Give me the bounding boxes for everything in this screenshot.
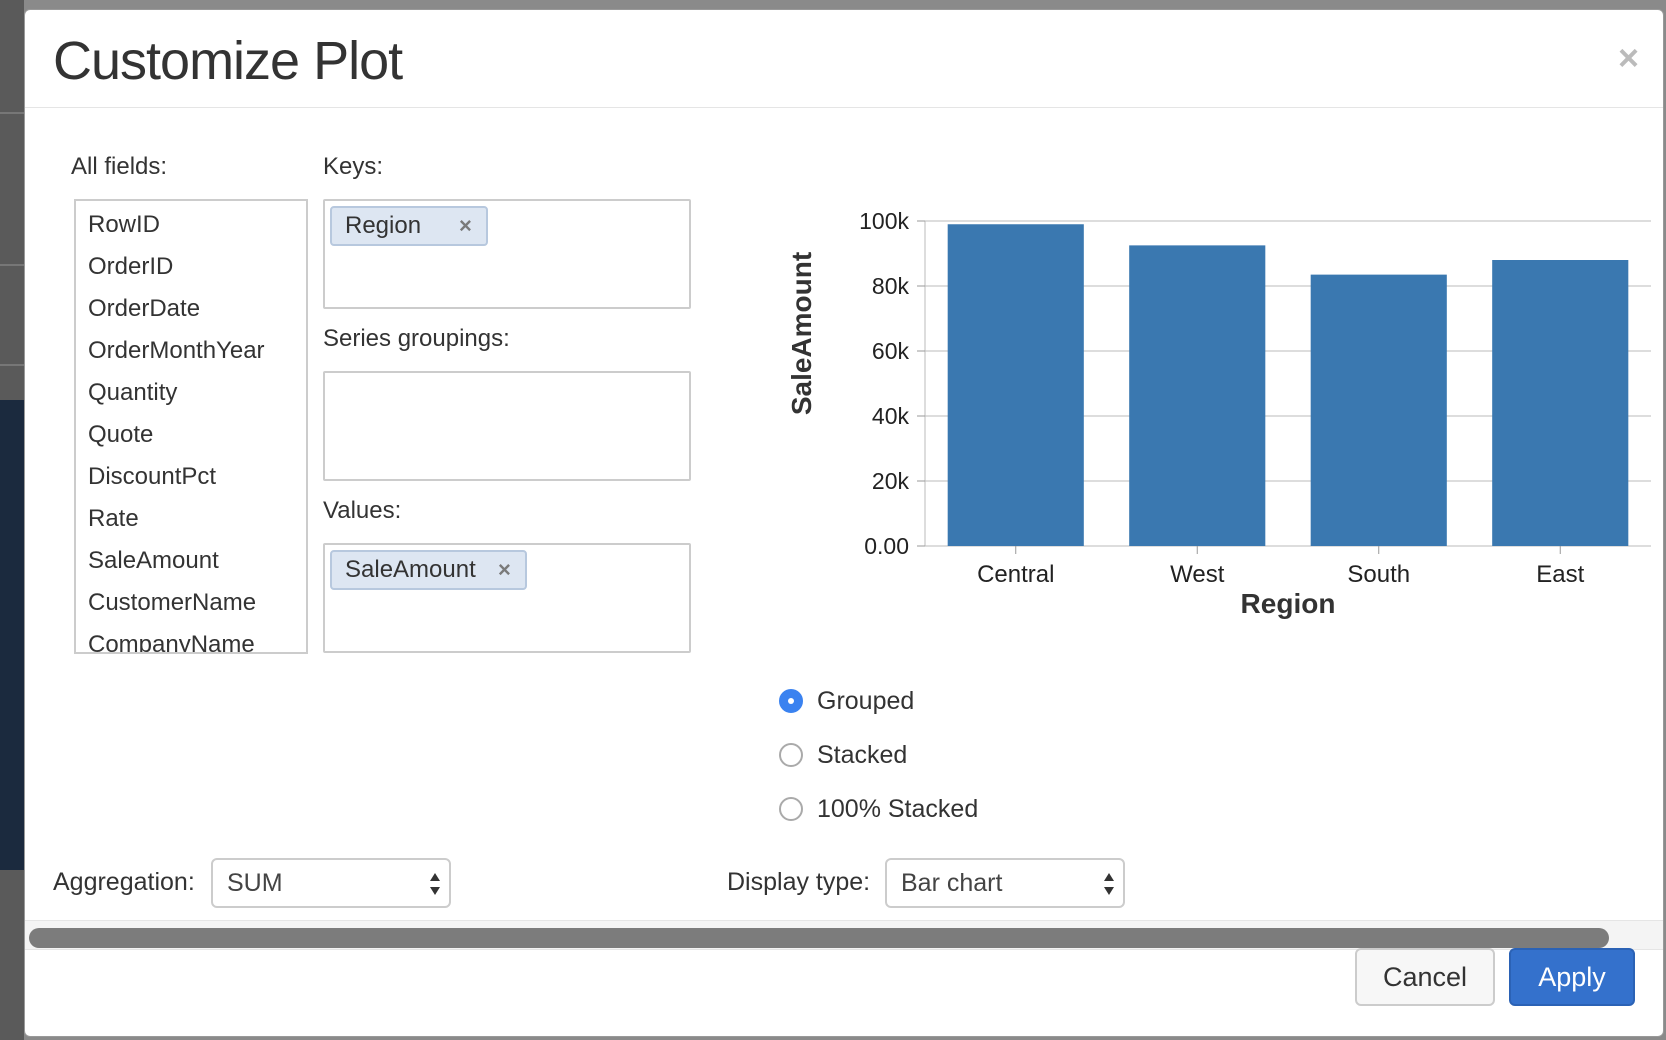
remove-chip-icon[interactable]: × <box>498 557 511 582</box>
radio-100-stacked[interactable]: 100% Stacked <box>779 791 978 827</box>
bar <box>1129 245 1266 546</box>
horizontal-scrollbar[interactable] <box>25 920 1663 950</box>
aggregation-value: SUM <box>227 869 283 897</box>
close-icon[interactable]: × <box>1617 37 1639 78</box>
radio-button[interactable] <box>779 689 803 713</box>
x-tick-label: South <box>1347 561 1410 588</box>
series-groupings-label: Series groupings: <box>323 325 510 352</box>
field-item[interactable]: CustomerName <box>88 589 257 616</box>
series-groupings-dropzone[interactable] <box>323 371 691 481</box>
field-item[interactable]: OrderMonthYear <box>88 337 265 364</box>
y-tick-label: 60k <box>872 338 910 364</box>
y-tick-label: 0.00 <box>864 533 909 559</box>
x-tick-label: West <box>1170 561 1225 588</box>
background-app <box>0 0 24 1040</box>
radio-label: Grouped <box>817 686 915 715</box>
values-dropzone[interactable]: SaleAmount × <box>323 543 691 653</box>
x-tick-label: East <box>1536 561 1584 588</box>
field-item[interactable]: RowID <box>88 211 161 238</box>
aggregation-select[interactable]: SUM <box>211 858 451 908</box>
dialog-title: Customize Plot <box>53 31 403 91</box>
customize-plot-dialog: Customize Plot × All fields: RowID OrderI… <box>24 9 1664 1037</box>
x-tick-label: Central <box>977 561 1054 588</box>
select-arrows-icon <box>1104 873 1114 895</box>
y-tick-label: 20k <box>872 468 910 494</box>
field-item[interactable]: OrderDate <box>88 295 201 322</box>
display-type-select[interactable]: Bar chart <box>885 858 1125 908</box>
background-divider <box>0 264 24 266</box>
bar <box>947 224 1084 546</box>
all-fields-list[interactable]: RowID OrderID OrderDate OrderMonthYear Quant… <box>74 199 308 654</box>
field-item[interactable]: Quantity <box>88 379 178 406</box>
scrollbar-thumb[interactable] <box>29 928 1609 948</box>
field-item[interactable]: SaleAmount <box>88 547 219 574</box>
dialog-header: Customize Plot × <box>25 10 1663 108</box>
radio-label: 100% Stacked <box>817 794 979 823</box>
aggregation-label: Aggregation: <box>53 868 195 896</box>
radio-label: Stacked <box>817 740 908 769</box>
display-type-value: Bar chart <box>901 869 1003 897</box>
display-type-label: Display type: <box>727 868 871 896</box>
field-item[interactable]: Rate <box>88 505 139 532</box>
y-tick-label: 80k <box>872 273 910 299</box>
bar <box>1310 274 1447 546</box>
background-panel <box>0 400 24 870</box>
apply-button[interactable]: Apply <box>1509 948 1635 1006</box>
background-divider <box>0 112 24 114</box>
background-divider <box>0 364 24 366</box>
remove-chip-icon[interactable]: × <box>459 213 472 238</box>
values-label: Values: <box>323 497 402 524</box>
bar-chart: 0.00 20k 40k 60k 80k 100k Central West South East… <box>786 208 1651 619</box>
radio-button[interactable] <box>779 797 803 821</box>
field-item[interactable]: Quote <box>88 421 154 448</box>
all-fields-label: All fields: <box>71 153 168 180</box>
value-chip-saleamount[interactable]: SaleAmount × <box>330 550 527 590</box>
field-item[interactable]: OrderID <box>88 253 174 280</box>
x-axis-title: Region <box>1241 588 1336 619</box>
field-item[interactable]: CompanyName <box>88 631 255 654</box>
cancel-button[interactable]: Cancel <box>1355 948 1495 1006</box>
y-tick-label: 100k <box>859 208 909 234</box>
chip-label: Region <box>345 212 422 239</box>
y-axis-title: SaleAmount <box>786 252 817 415</box>
key-chip-region[interactable]: Region × <box>330 206 488 246</box>
radio-grouped[interactable]: Grouped <box>779 683 914 719</box>
radio-button[interactable] <box>779 743 803 767</box>
chip-label: SaleAmount <box>345 556 476 583</box>
keys-dropzone[interactable]: Region × <box>323 199 691 309</box>
radio-stacked[interactable]: Stacked <box>779 737 907 773</box>
field-item[interactable]: DiscountPct <box>88 463 217 490</box>
bar <box>1492 260 1629 546</box>
select-arrows-icon <box>430 873 440 895</box>
y-tick-label: 40k <box>872 403 910 429</box>
keys-label: Keys: <box>323 153 384 180</box>
